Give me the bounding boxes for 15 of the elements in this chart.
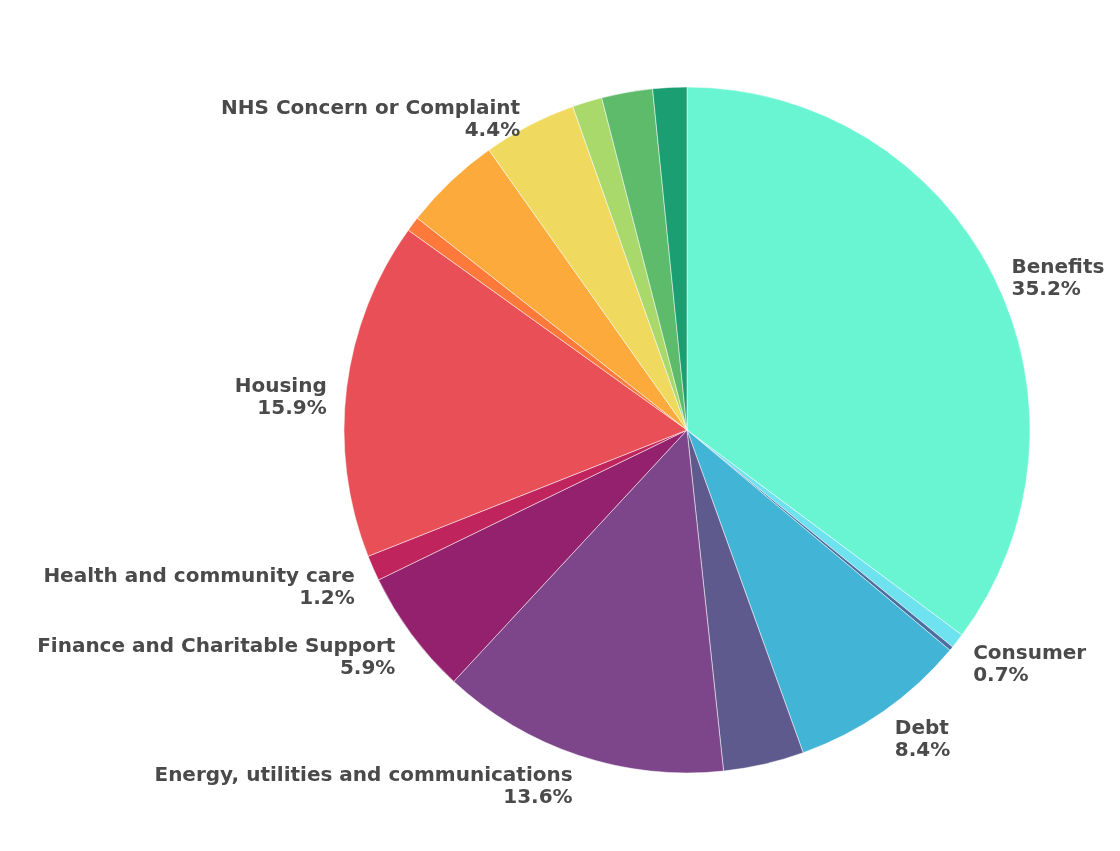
data-label: 4.4% <box>464 116 521 141</box>
slice-label: NHS Concern or Complaint <box>221 94 521 119</box>
data-label: 13.6% <box>503 783 573 808</box>
data-label: 5.9% <box>339 655 396 680</box>
data-label: 0.7% <box>973 662 1029 687</box>
slice-label: Consumer <box>973 640 1087 665</box>
slice-label: Debt <box>894 714 950 739</box>
slice-label: Health and community care <box>43 563 355 588</box>
data-label: 8.4% <box>894 736 951 761</box>
data-label: 1.2% <box>299 585 355 610</box>
data-label: 35.2% <box>1011 276 1081 301</box>
slice-label: Finance and Charitable Support <box>37 633 396 658</box>
slice-label: Housing <box>234 372 327 397</box>
slice-label: Benefits <box>1011 254 1105 279</box>
slice-label: Energy, utilities and communications <box>154 761 573 786</box>
